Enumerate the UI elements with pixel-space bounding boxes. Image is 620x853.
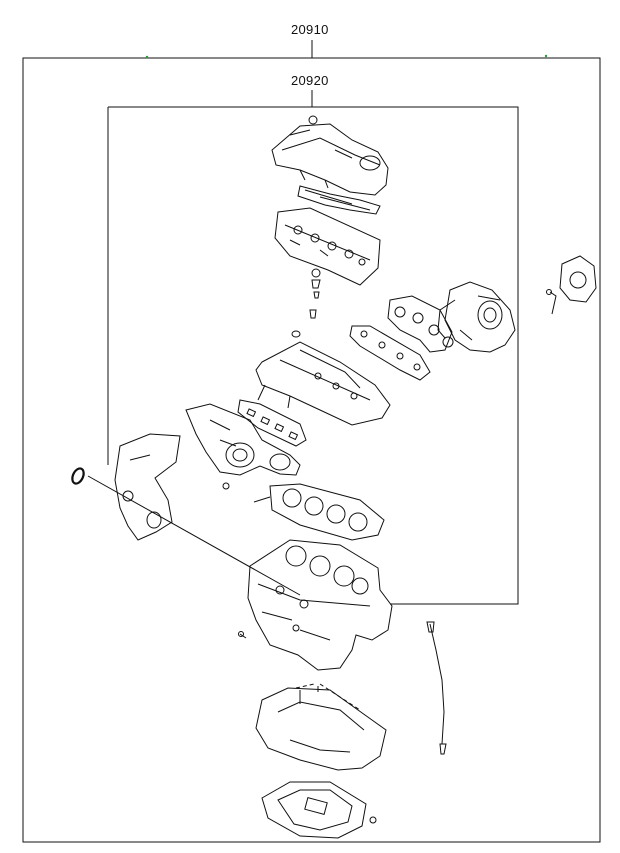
valve-cover-gasket bbox=[297, 185, 381, 215]
outer-kit-number[interactable]: 20910 bbox=[291, 22, 329, 37]
inner-kit-frame bbox=[107, 90, 519, 605]
water-pump bbox=[546, 255, 597, 315]
cylinder-head bbox=[255, 341, 391, 426]
oil-pan-upper bbox=[255, 683, 387, 771]
inner-kit-number[interactable]: 20920 bbox=[291, 73, 329, 88]
engine-block bbox=[238, 539, 393, 671]
outer-kit-frame bbox=[22, 40, 601, 843]
accent-dot bbox=[544, 54, 548, 58]
oil-dipstick bbox=[426, 621, 447, 755]
camshaft-seals bbox=[291, 268, 321, 338]
valve-cover bbox=[271, 115, 389, 196]
head-gasket bbox=[253, 483, 385, 541]
intake-manifold bbox=[185, 403, 301, 490]
intake-manifold-gasket bbox=[237, 399, 307, 447]
exhaust-manifold-gasket bbox=[349, 325, 431, 381]
accent-dot bbox=[145, 55, 149, 59]
oil-pan-lower bbox=[261, 781, 377, 839]
timing-cover bbox=[114, 433, 181, 541]
turbo-gasket bbox=[387, 295, 454, 353]
leader-line bbox=[87, 475, 301, 596]
turbocharger bbox=[437, 281, 516, 353]
oring bbox=[71, 467, 85, 485]
cylinder-head-carrier bbox=[274, 207, 381, 286]
